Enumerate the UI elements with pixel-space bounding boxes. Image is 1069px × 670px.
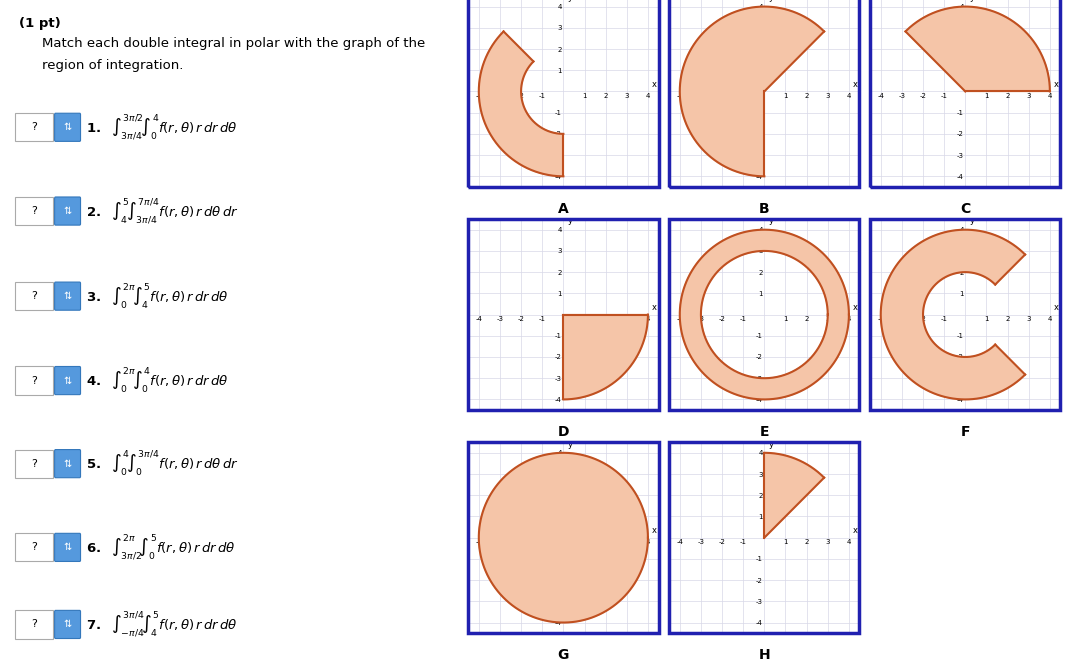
Text: y: y xyxy=(970,0,975,3)
Text: y: y xyxy=(568,216,573,225)
Text: ⇅: ⇅ xyxy=(63,620,72,629)
Text: x: x xyxy=(1054,80,1059,89)
Text: F: F xyxy=(961,425,970,440)
Polygon shape xyxy=(764,453,824,537)
Text: ⇅: ⇅ xyxy=(63,459,72,468)
Text: y: y xyxy=(970,216,975,225)
Text: ⇅: ⇅ xyxy=(63,123,72,132)
Text: ⇅: ⇅ xyxy=(63,376,72,385)
Text: ?: ? xyxy=(31,376,37,385)
Text: $\mathbf{6.}$  $\int_{3\pi/2}^{2\pi}\!\int_{0}^{5} f(r,\theta)\,r\,dr\,d\theta$: $\mathbf{6.}$ $\int_{3\pi/2}^{2\pi}\!\in… xyxy=(86,533,235,562)
Polygon shape xyxy=(479,31,563,176)
Text: y: y xyxy=(568,0,573,3)
Bar xyxy=(669,442,859,633)
Polygon shape xyxy=(881,230,1025,399)
Text: G: G xyxy=(558,649,569,663)
FancyBboxPatch shape xyxy=(55,533,80,561)
Text: x: x xyxy=(652,304,657,312)
Polygon shape xyxy=(563,315,648,399)
Bar xyxy=(669,0,859,187)
Polygon shape xyxy=(680,7,824,176)
Polygon shape xyxy=(680,230,849,399)
Text: x: x xyxy=(853,527,858,535)
Text: x: x xyxy=(853,80,858,89)
Text: $\mathbf{5.}$  $\int_{0}^{4}\!\int_{0}^{3\pi/4} f(r,\theta)\,r\,d\theta\,dr$: $\mathbf{5.}$ $\int_{0}^{4}\!\int_{0}^{3… xyxy=(86,449,238,478)
Text: ⇅: ⇅ xyxy=(63,291,72,301)
Text: $\mathbf{3.}$  $\int_{0}^{2\pi}\!\int_{4}^{5} f(r,\theta)\,r\,dr\,d\theta$: $\mathbf{3.}$ $\int_{0}^{2\pi}\!\int_{4}… xyxy=(86,281,229,311)
Bar xyxy=(468,219,659,410)
Text: ?: ? xyxy=(31,543,37,552)
Text: ?: ? xyxy=(31,459,37,468)
Text: ⇅: ⇅ xyxy=(63,543,72,552)
FancyBboxPatch shape xyxy=(55,282,80,310)
Text: B: B xyxy=(759,202,770,216)
FancyBboxPatch shape xyxy=(55,450,80,478)
Text: Match each double integral in polar with the graph of the: Match each double integral in polar with… xyxy=(42,37,424,50)
FancyBboxPatch shape xyxy=(55,113,80,141)
Bar xyxy=(669,219,859,410)
Bar xyxy=(870,0,1060,187)
Text: ?: ? xyxy=(31,123,37,132)
Text: ?: ? xyxy=(31,291,37,301)
Text: A: A xyxy=(558,202,569,216)
Text: region of integration.: region of integration. xyxy=(42,59,183,72)
FancyBboxPatch shape xyxy=(15,366,53,395)
Bar xyxy=(870,219,1060,410)
Text: $\mathbf{2.}$  $\int_{4}^{5}\!\int_{3\pi/4}^{7\pi/4} f(r,\theta)\,r\,d\theta\,dr: $\mathbf{2.}$ $\int_{4}^{5}\!\int_{3\pi/… xyxy=(86,196,238,226)
Text: x: x xyxy=(652,80,657,89)
FancyBboxPatch shape xyxy=(15,113,53,141)
FancyBboxPatch shape xyxy=(15,610,53,639)
FancyBboxPatch shape xyxy=(15,533,53,561)
FancyBboxPatch shape xyxy=(15,450,53,478)
Polygon shape xyxy=(905,7,1050,92)
FancyBboxPatch shape xyxy=(15,282,53,310)
Text: H: H xyxy=(759,649,770,663)
Bar xyxy=(468,442,659,633)
Polygon shape xyxy=(479,453,648,622)
Text: C: C xyxy=(960,202,971,216)
Bar xyxy=(468,0,659,187)
Text: D: D xyxy=(558,425,569,440)
FancyBboxPatch shape xyxy=(55,366,80,395)
Text: ?: ? xyxy=(31,620,37,629)
Text: $\mathbf{7.}$  $\int_{-\pi/4}^{3\pi/4}\!\int_{4}^{5} f(r,\theta)\,r\,dr\,d\theta: $\mathbf{7.}$ $\int_{-\pi/4}^{3\pi/4}\!\… xyxy=(86,610,237,639)
Text: ⇅: ⇅ xyxy=(63,206,72,216)
FancyBboxPatch shape xyxy=(55,610,80,639)
FancyBboxPatch shape xyxy=(15,197,53,225)
Text: ?: ? xyxy=(31,206,37,216)
Text: y: y xyxy=(568,440,573,449)
FancyBboxPatch shape xyxy=(55,197,80,225)
Text: $\mathbf{4.}$  $\int_{0}^{2\pi}\!\int_{0}^{4} f(r,\theta)\,r\,dr\,d\theta$: $\mathbf{4.}$ $\int_{0}^{2\pi}\!\int_{0}… xyxy=(86,366,229,395)
Text: y: y xyxy=(769,0,774,3)
Text: (1 pt): (1 pt) xyxy=(18,17,60,29)
Text: x: x xyxy=(1054,304,1059,312)
Text: E: E xyxy=(760,425,769,440)
Text: x: x xyxy=(853,304,858,312)
Text: x: x xyxy=(652,527,657,535)
Text: y: y xyxy=(769,216,774,225)
Text: $\mathbf{1.}$  $\int_{3\pi/4}^{3\pi/2}\!\int_{0}^{4} f(r,\theta)\,r\,dr\,d\theta: $\mathbf{1.}$ $\int_{3\pi/4}^{3\pi/2}\!\… xyxy=(86,113,237,142)
Text: y: y xyxy=(769,440,774,449)
